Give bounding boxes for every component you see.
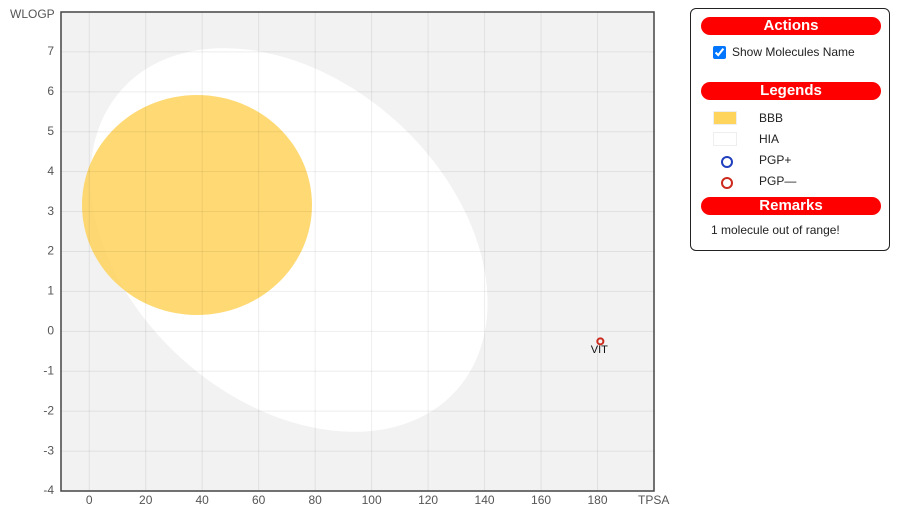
legend-label: PGP— — [759, 174, 797, 188]
checkbox-row: Show Molecules Name — [713, 45, 855, 59]
legend-swatch — [721, 156, 733, 168]
chart: WLOGP TPSA 0 20 40 60 80 100 120 140 160 180-4-3-… — [10, 7, 669, 507]
actions-header: Actions — [701, 17, 881, 35]
legend-swatch — [713, 132, 737, 146]
checkbox-label: Show Molecules Name — [732, 45, 855, 59]
y-tick-label: 5 — [47, 124, 54, 138]
x-tick-label: 40 — [196, 493, 210, 507]
y-tick-label: 6 — [47, 84, 54, 98]
y-tick-label: 2 — [47, 244, 54, 258]
y-tick-label: 1 — [47, 284, 54, 298]
point — [596, 337, 605, 346]
y-tick-label: -3 — [43, 443, 54, 457]
y-tick-label: 4 — [47, 164, 54, 178]
bbb-region — [82, 95, 312, 315]
legend-label: HIA — [759, 132, 780, 146]
x-tick-label: 120 — [418, 493, 438, 507]
x-axis-label: TPSA — [638, 493, 669, 507]
remarks-header: Remarks — [701, 197, 881, 215]
y-tick-label: 3 — [47, 204, 54, 218]
x-tick-label: 0 — [86, 493, 93, 507]
x-tick-label: 60 — [252, 493, 266, 507]
x-tick-label: 100 — [362, 493, 382, 507]
legends-header: Legends — [701, 82, 881, 100]
show-names-checkbox[interactable] — [713, 45, 726, 59]
x-tick-label: 180 — [588, 493, 608, 507]
legend-label: PGP+ — [759, 153, 792, 167]
remark: 1 molecule out of range! — [711, 223, 840, 237]
point-label: VIT — [591, 344, 608, 356]
legend-swatch — [721, 177, 733, 189]
legend-swatch — [713, 111, 737, 125]
y-tick-label: -4 — [43, 483, 54, 497]
legend-label: BBB — [759, 111, 784, 125]
x-tick-label: 80 — [308, 493, 322, 507]
y-tick-label: 0 — [47, 324, 54, 338]
y-tick-label: 7 — [47, 44, 54, 58]
y-tick-label: -1 — [43, 363, 54, 377]
x-tick-label: 20 — [139, 493, 153, 507]
y-axis-label: WLOGP — [10, 7, 55, 21]
x-tick-label: 160 — [531, 493, 551, 507]
y-tick-label: -2 — [43, 403, 54, 417]
x-tick-label: 140 — [475, 493, 495, 507]
side-panel: Actions Show Molecules Name Legends BBB H… — [690, 8, 890, 251]
plot-frame — [60, 11, 655, 492]
